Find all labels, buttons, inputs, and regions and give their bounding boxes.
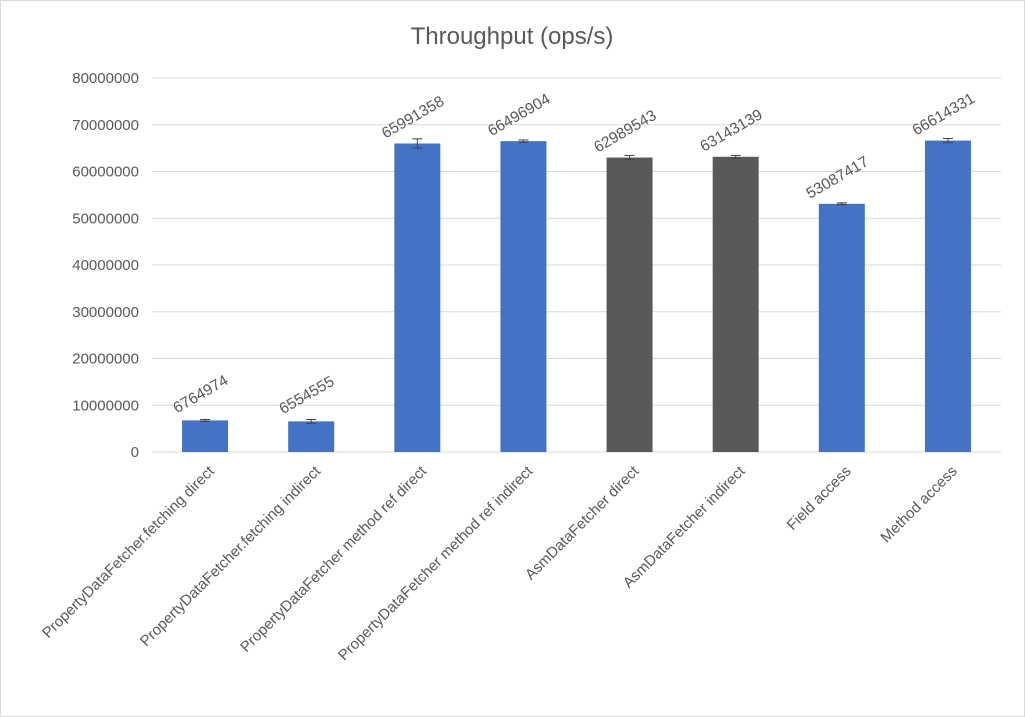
error-bar xyxy=(306,418,317,424)
data-label: 65991358 xyxy=(379,93,447,142)
y-tick-label: 30000000 xyxy=(72,304,139,321)
data-label: 6764974 xyxy=(170,372,231,417)
error-bars xyxy=(200,137,953,424)
category-label: PropertyDataFetcher method ref indirect xyxy=(335,462,537,664)
data-label: 66614331 xyxy=(910,90,978,139)
gridlines xyxy=(152,77,1001,453)
category-label: PropertyDataFetcher.fetching indirect xyxy=(137,462,325,650)
data-label: 53087417 xyxy=(803,153,871,202)
error-bar xyxy=(624,154,635,161)
y-tick-label: 0 xyxy=(131,444,139,461)
data-label: 6554555 xyxy=(277,373,338,418)
error-bar xyxy=(200,418,211,422)
category-label: Field access xyxy=(784,463,855,534)
chart-title: Throughput (ops/s) xyxy=(411,23,614,50)
x-axis: PropertyDataFetcher.fetching directPrope… xyxy=(39,462,961,664)
bar xyxy=(288,421,335,452)
bar xyxy=(712,156,759,452)
data-label: 62989543 xyxy=(591,107,659,156)
bars xyxy=(182,140,971,453)
y-tick-label: 20000000 xyxy=(72,351,139,368)
category-label: AsmDataFetcher indirect xyxy=(620,462,749,591)
y-tick-label: 10000000 xyxy=(72,397,139,414)
category-label: PropertyDataFetcher.fetching direct xyxy=(39,462,218,641)
y-tick-label: 70000000 xyxy=(72,117,139,134)
bar xyxy=(924,140,971,452)
error-bar xyxy=(412,138,423,149)
y-tick-label: 50000000 xyxy=(72,210,139,227)
y-tick-label: 80000000 xyxy=(72,70,139,87)
bar xyxy=(818,203,865,452)
y-tick-label: 40000000 xyxy=(72,257,139,274)
category-label: Method access xyxy=(877,463,960,546)
error-bar xyxy=(942,137,953,144)
data-label: 63143139 xyxy=(697,106,765,155)
bar xyxy=(182,420,229,452)
bar xyxy=(500,141,547,453)
error-bar xyxy=(730,154,741,159)
y-tick-label: 60000000 xyxy=(72,164,139,181)
data-label: 66496904 xyxy=(485,90,554,139)
bar xyxy=(606,157,653,453)
error-bar xyxy=(518,139,529,143)
category-label: AsmDataFetcher direct xyxy=(522,462,643,583)
error-bar xyxy=(836,202,847,206)
bar xyxy=(394,143,441,452)
y-axis: 0 10000000 20000000 30000000 40000000 5000000… xyxy=(72,70,139,461)
category-label: PropertyDataFetcher method ref direct xyxy=(237,462,431,656)
